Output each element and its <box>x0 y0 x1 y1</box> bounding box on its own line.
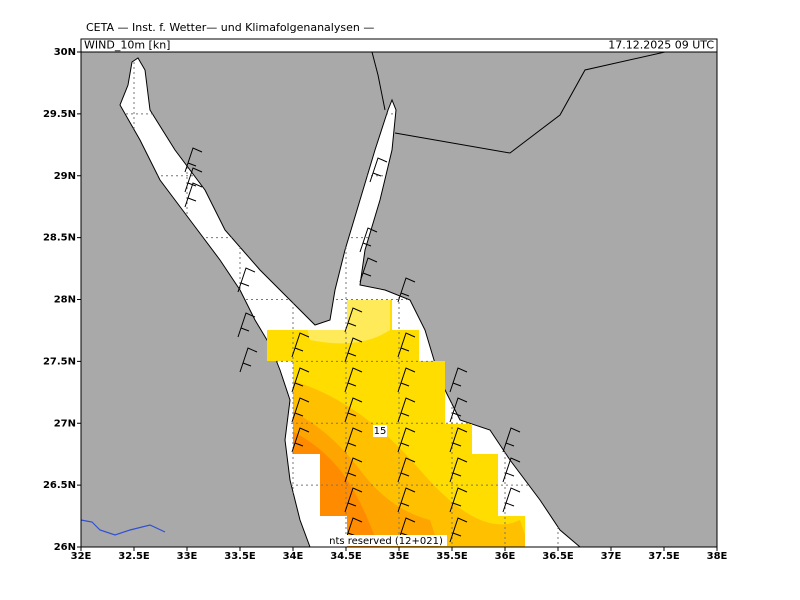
wind-barbs <box>184 147 521 543</box>
wind-barb <box>449 397 468 423</box>
wind-barb <box>397 332 416 358</box>
x-tick-label: 37.5E <box>648 551 680 562</box>
wind-barb <box>449 457 468 483</box>
x-tick-label: 38E <box>707 551 728 562</box>
wind-barb <box>502 427 521 453</box>
footer-box <box>325 535 447 546</box>
wind-barb <box>184 147 203 173</box>
wind-barb <box>291 397 310 423</box>
wind-barb <box>502 457 521 483</box>
wind-barb <box>184 182 203 208</box>
wind-barb <box>291 367 310 393</box>
y-tick-label: 28.5N <box>43 233 76 244</box>
y-tick-label: 28N <box>54 295 76 306</box>
river <box>80 519 166 536</box>
wind-barb <box>449 487 468 513</box>
wind-barb <box>344 337 363 363</box>
wind-barb <box>184 167 203 193</box>
wind-barb <box>449 427 468 453</box>
y-tick-label: 26.5N <box>43 480 76 491</box>
y-tick-label: 26N <box>54 542 76 553</box>
wind-barb <box>359 227 378 253</box>
wind-barb <box>397 427 416 453</box>
x-tick-label: 34.5E <box>330 551 362 562</box>
header-title: CETA — Inst. f. Wetter— und Klimafolgena… <box>86 21 374 34</box>
wind-barb <box>291 332 310 358</box>
contour-label-box <box>373 425 387 437</box>
y-tick-label: 30N <box>54 47 76 58</box>
x-tick-label: 35E <box>389 551 410 562</box>
x-tick-label: 33.5E <box>224 551 256 562</box>
y-tick-label: 27.5N <box>43 356 76 367</box>
wind-barb <box>397 457 416 483</box>
footer-text: nts reserved (12+021) <box>329 536 443 547</box>
x-tick-label: 32E <box>71 551 92 562</box>
wind-barb <box>502 487 521 513</box>
x-tick-label: 35.5E <box>436 551 468 562</box>
y-tick-label: 27N <box>54 418 76 429</box>
wind-barb <box>344 487 363 513</box>
x-tick-label: 33E <box>177 551 198 562</box>
x-tick-label: 36E <box>495 551 516 562</box>
x-tick-label: 34E <box>283 551 304 562</box>
contour-label: 15 <box>374 426 387 437</box>
y-tick-label: 29N <box>54 171 76 182</box>
wind-barb <box>344 457 363 483</box>
wind-barb <box>237 267 256 293</box>
wind-barb <box>359 257 378 283</box>
wind-barb <box>291 427 310 453</box>
wind-barb <box>369 157 388 183</box>
wind-barb <box>344 427 363 453</box>
wind-barb <box>449 517 468 543</box>
wind-barb <box>239 347 258 373</box>
wind-barb <box>344 307 363 333</box>
wind-barb <box>397 367 416 393</box>
y-tick-label: 29.5N <box>43 109 76 120</box>
x-tick-label: 32.5E <box>118 551 150 562</box>
wind-barb <box>344 367 363 393</box>
wind-barb <box>397 277 416 303</box>
wind-barb <box>397 397 416 423</box>
x-tick-label: 37E <box>601 551 622 562</box>
wind-barb <box>344 397 363 423</box>
valid-time: 17.12.2025 09 UTC <box>608 39 714 52</box>
wind-barb <box>397 487 416 513</box>
x-tick-label: 36.5E <box>542 551 574 562</box>
border <box>371 51 666 154</box>
parameter-label: WIND_10m [kn] <box>84 39 170 52</box>
wind-barb <box>449 367 468 393</box>
wind-barb <box>237 312 256 338</box>
